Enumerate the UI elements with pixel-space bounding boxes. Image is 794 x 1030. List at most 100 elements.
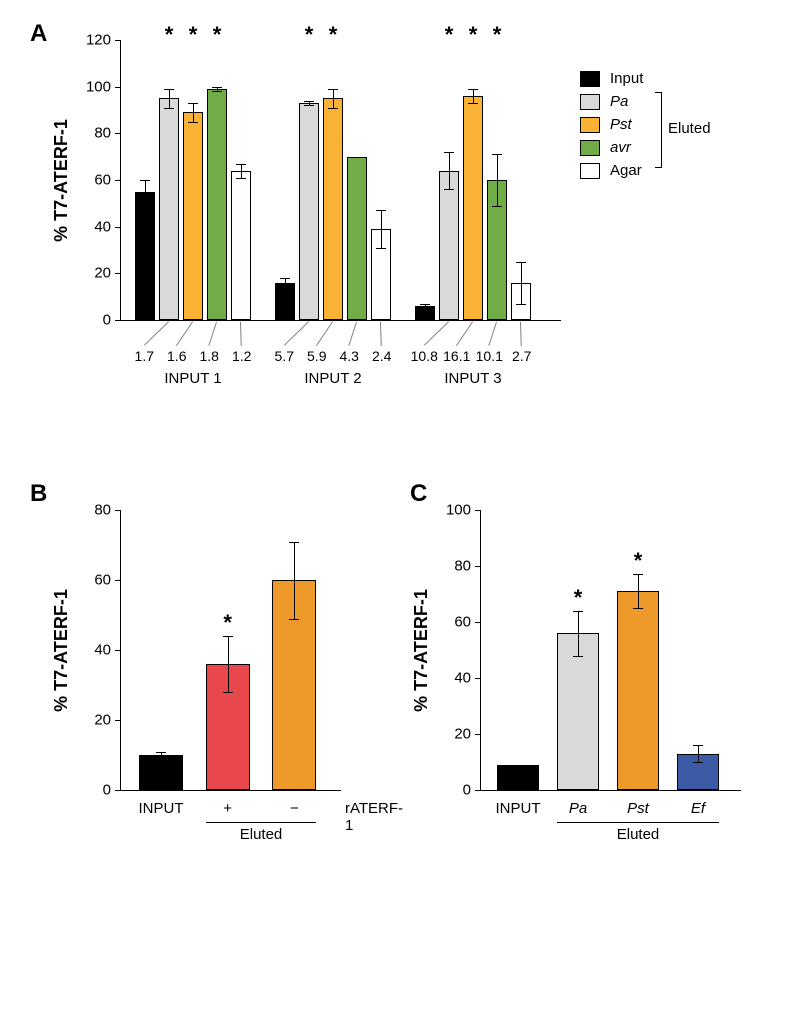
enrichment-value: 5.7 [275, 348, 294, 364]
connector-line [240, 322, 242, 346]
legend-row: Pst [580, 116, 643, 133]
legend-bracket [655, 92, 662, 168]
legend-row: Input [580, 70, 643, 87]
significance-star: * [213, 22, 222, 48]
enrichment-value: 10.1 [476, 348, 503, 364]
connector-line [520, 322, 522, 346]
connector-line [176, 321, 193, 346]
panel-a: A % T7-ATERF-1 020406080100120*1.7*1.6*1… [20, 20, 774, 440]
legend-swatch [580, 94, 600, 110]
ytick-label: 60 [94, 572, 121, 589]
ytick-label: 80 [94, 502, 121, 519]
connector-line [424, 321, 449, 346]
legend-swatch [580, 140, 600, 156]
bar [183, 112, 203, 320]
group-label: INPUT 2 [304, 370, 361, 387]
bar [439, 171, 459, 320]
panel-b-label: B [30, 480, 47, 508]
connector-line [488, 322, 497, 346]
ytick-label: 100 [86, 78, 121, 95]
panel-c-yaxis-title: % T7-ATERF-1 [411, 589, 432, 712]
significance-star: * [305, 22, 314, 48]
category-label: INPUT [139, 800, 184, 817]
category-label: − [290, 800, 299, 817]
panel-a-legend: InputPaPstavrAgarEluted [580, 70, 643, 185]
connector-line [144, 321, 169, 346]
ytick-label: 0 [463, 782, 481, 799]
enrichment-value: 4.3 [340, 348, 359, 364]
ytick-label: 40 [454, 670, 481, 687]
significance-star: * [223, 610, 232, 636]
panel-a-yaxis-title: % T7-ATERF-1 [51, 119, 72, 242]
eluted-label: Eluted [240, 826, 283, 843]
significance-star: * [165, 22, 174, 48]
ytick-label: 20 [94, 265, 121, 282]
significance-star: * [634, 548, 643, 574]
category-label: INPUT [496, 800, 541, 817]
bar [347, 157, 367, 320]
bar [617, 591, 659, 790]
eluted-label: Eluted [617, 826, 660, 843]
connector-line [284, 321, 309, 346]
bar [207, 89, 227, 320]
enrichment-value: 1.7 [135, 348, 154, 364]
enrichment-value: 1.6 [167, 348, 186, 364]
legend-swatch [580, 71, 600, 87]
legend-label: Pst [610, 116, 632, 133]
enrichment-value: 1.8 [200, 348, 219, 364]
legend-bracket-label: Eluted [668, 120, 711, 137]
connector-line [456, 321, 473, 346]
legend-label: Agar [610, 162, 642, 179]
panel-c-plot: 020406080100INPUT*Pa*PstEfEluted [480, 510, 741, 791]
connector-line [380, 322, 382, 346]
category-label: + [223, 800, 232, 817]
bar [323, 98, 343, 320]
group-label: INPUT 1 [164, 370, 221, 387]
significance-star: * [574, 585, 583, 611]
enrichment-value: 2.7 [512, 348, 531, 364]
significance-star: * [469, 22, 478, 48]
ytick-label: 80 [94, 125, 121, 142]
bar [139, 755, 183, 790]
panel-b: B % T7-ATERF-1 020406080INPUT*+−ElutedrA… [20, 480, 400, 880]
legend-label: avr [610, 139, 631, 156]
enrichment-value: 1.2 [232, 348, 251, 364]
ytick-label: 60 [94, 172, 121, 189]
enrichment-value: 2.4 [372, 348, 391, 364]
ytick-label: 40 [94, 218, 121, 235]
ytick-label: 20 [94, 712, 121, 729]
ytick-label: 60 [454, 614, 481, 631]
panel-a-label: A [30, 20, 47, 48]
category-label: Ef [691, 800, 705, 817]
raterf1-label: rATERF-1 [345, 800, 403, 834]
legend-row: avr [580, 139, 643, 156]
legend-label: Input [610, 70, 643, 87]
legend-label: Pa [610, 93, 628, 110]
bar [299, 103, 319, 320]
group-label: INPUT 3 [444, 370, 501, 387]
bar [497, 765, 539, 790]
bar [463, 96, 483, 320]
category-label: Pa [569, 800, 587, 817]
ytick-label: 120 [86, 32, 121, 49]
eluted-underline [557, 822, 719, 823]
ytick-label: 100 [446, 502, 481, 519]
legend-swatch [580, 163, 600, 179]
significance-star: * [329, 22, 338, 48]
ytick-label: 20 [454, 726, 481, 743]
legend-row: Agar [580, 162, 643, 179]
panel-b-yaxis-title: % T7-ATERF-1 [51, 589, 72, 712]
panel-c-label: C [410, 480, 427, 508]
bar [557, 633, 599, 790]
enrichment-value: 10.8 [411, 348, 438, 364]
ytick-label: 40 [94, 642, 121, 659]
connector-line [316, 321, 333, 346]
bar [231, 171, 251, 320]
legend-swatch [580, 117, 600, 133]
legend-row: Pa [580, 93, 643, 110]
ytick-label: 0 [103, 312, 121, 329]
ytick-label: 80 [454, 558, 481, 575]
panel-a-plot: 020406080100120*1.7*1.6*1.81.2INPUT 1*5.… [120, 40, 561, 321]
category-label: Pst [627, 800, 649, 817]
bar [135, 192, 155, 320]
